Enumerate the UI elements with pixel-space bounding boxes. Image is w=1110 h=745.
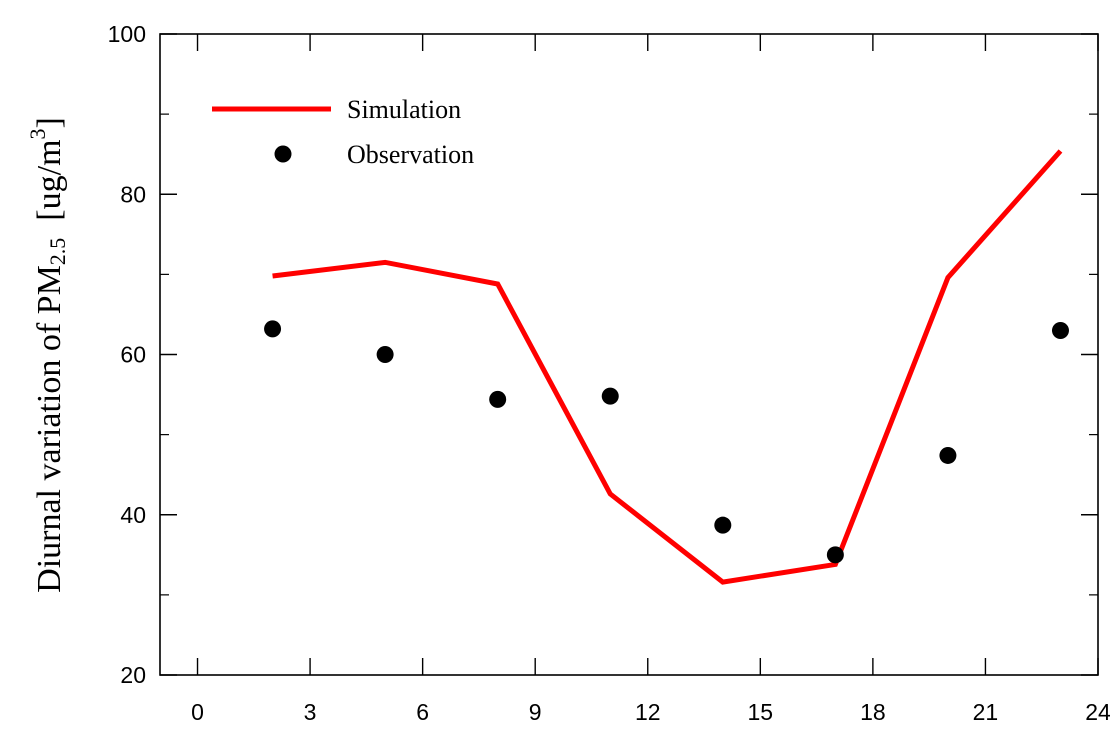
y-axis-label-superscript: 3	[25, 128, 50, 139]
x-tick-label: 9	[529, 699, 542, 725]
observation-point	[601, 387, 619, 405]
observation-point	[826, 546, 844, 564]
y-tick-label: 100	[108, 21, 146, 47]
observation-point	[376, 346, 394, 363]
x-tick-label: 21	[973, 699, 999, 725]
y-axis: 20 40 60 80 100	[108, 21, 1098, 688]
y-tick-label: 80	[120, 181, 146, 207]
x-tick-label: 6	[416, 699, 429, 725]
observation-point	[714, 516, 732, 534]
y-tick-label: 60	[120, 342, 146, 368]
y-tick-label: 20	[120, 662, 146, 688]
y-axis-label-unit-close: ]	[31, 117, 68, 128]
x-tick-label: 24	[1085, 699, 1110, 725]
x-axis: 0 3 6 9 12 15 18 21 24	[191, 34, 1110, 725]
legend: Simulation Observation	[212, 95, 474, 169]
x-tick-label: 0	[191, 699, 204, 725]
y-axis-label-unit-open: [ug/m	[31, 139, 68, 237]
observation-point	[264, 320, 282, 338]
legend-observation-label: Observation	[347, 140, 474, 169]
x-tick-label: 18	[860, 699, 886, 725]
x-tick-label: 12	[635, 699, 661, 725]
plot-frame	[159, 33, 1099, 676]
y-axis-label-prefix: Diurnal variation of PM	[31, 265, 68, 593]
x-tick-label: 15	[748, 699, 774, 725]
y-axis-label-subscript: 2.5	[45, 238, 70, 266]
x-tick-label: 3	[304, 699, 317, 725]
legend-observation-swatch	[274, 145, 292, 163]
observation-point	[1051, 321, 1069, 339]
series-layer	[264, 149, 1069, 585]
observation-point	[939, 446, 957, 464]
plot-border	[159, 33, 1099, 676]
simulation-line	[272, 149, 1063, 585]
y-tick-label: 40	[120, 502, 146, 528]
y-axis-label: Diurnal variation of PM2.5 [ug/m3]	[25, 117, 70, 593]
legend-simulation-label: Simulation	[347, 95, 461, 124]
observation-point	[489, 390, 507, 408]
